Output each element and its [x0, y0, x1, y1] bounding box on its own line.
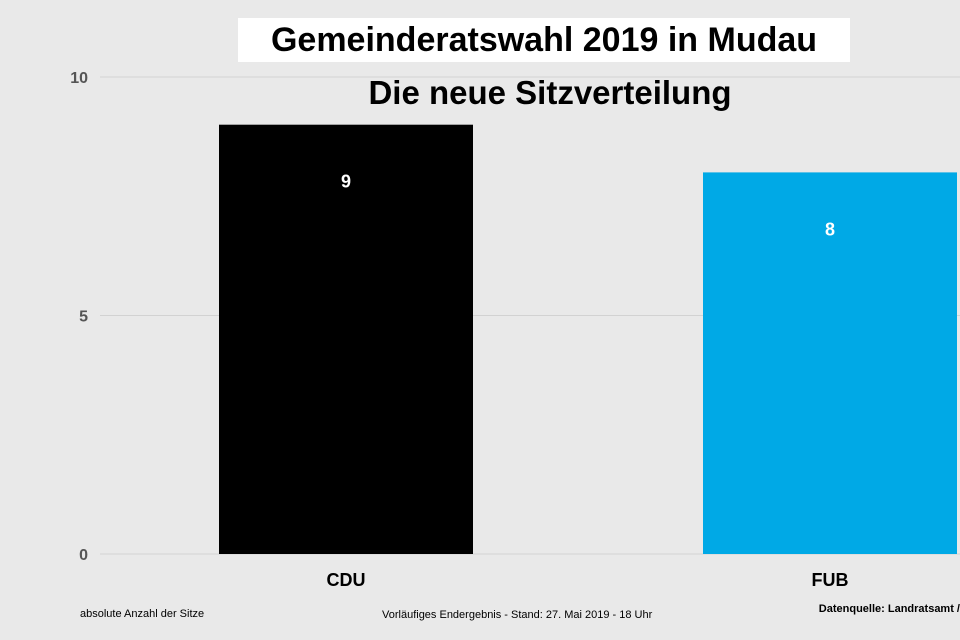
- bars: [219, 124, 957, 554]
- data-labels: 98: [341, 172, 835, 240]
- category-labels: CDU FUB: [327, 570, 849, 590]
- data-label: 9: [341, 172, 351, 192]
- chart-subtitle: Die neue Sitzverteilung: [368, 74, 732, 111]
- bar-cdu: [219, 124, 473, 554]
- footer-source-note: Datenquelle: Landratsamt /: [818, 603, 960, 615]
- y-tick-label: 0: [79, 547, 88, 564]
- category-label: CDU: [327, 570, 366, 590]
- y-tick-label: 10: [70, 70, 88, 87]
- y-tick-label: 5: [79, 309, 88, 326]
- bar-fub: [703, 172, 957, 554]
- y-axis-ticks: 0 5 10: [70, 70, 88, 564]
- category-label: FUB: [812, 570, 849, 590]
- footer-status-note: Vorläufiges Endergebnis - Stand: 27. Mai…: [382, 609, 653, 621]
- data-label: 8: [825, 219, 835, 239]
- footer-unit-note: absolute Anzahl der Sitze: [80, 608, 205, 620]
- chart-title: Gemeinderatswahl 2019 in Mudau: [238, 18, 850, 62]
